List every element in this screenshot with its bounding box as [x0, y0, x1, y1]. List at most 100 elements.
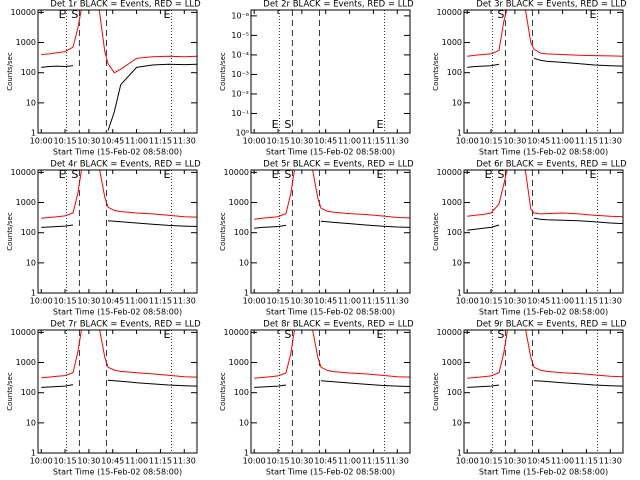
- y-tick-label: 1000: [442, 358, 462, 367]
- marker-label: E: [164, 8, 171, 21]
- y-axis-label: Counts/sec: [6, 212, 14, 251]
- y-axis-label: Counts/sec: [219, 212, 227, 251]
- y-tick-label: 1000: [442, 38, 462, 47]
- y-tick-label: 1000: [16, 38, 36, 47]
- y-tick-label: 1: [31, 289, 36, 298]
- series-line: [467, 380, 623, 388]
- marker-label: S: [497, 328, 504, 341]
- y-axis-label: Counts/sec: [219, 372, 227, 411]
- marker-label: E: [377, 118, 384, 131]
- panel-title: Det 4r BLACK = Events, RED = LLD: [50, 160, 201, 170]
- x-tick-label: 11:30: [599, 137, 622, 146]
- y-tick-label: 10: [452, 418, 462, 427]
- panel: Det 5r BLACK = Events, RED = LLD Start Ti…: [219, 160, 414, 317]
- y-tick-label: 10⁻⁶: [231, 11, 249, 20]
- y-tick-label: 10: [452, 258, 462, 267]
- series-line: [254, 380, 410, 388]
- y-tick-label: 100: [447, 388, 462, 397]
- y-tick-label: 1: [244, 449, 249, 458]
- x-tick-label: 11:15: [362, 457, 385, 466]
- x-axis-label: Start Time (15-Feb-02 08:58:00): [479, 468, 608, 477]
- x-tick-label: 10:45: [101, 137, 124, 146]
- x-tick-label: 11:30: [599, 297, 622, 306]
- panel: Det 6r BLACK = Events, RED = LLD Start Ti…: [432, 160, 627, 317]
- x-tick-label: 11:00: [551, 137, 574, 146]
- x-tick-label: 10:00: [30, 137, 53, 146]
- y-tick-label: 1000: [16, 358, 36, 367]
- x-tick-label: 10:15: [53, 457, 76, 466]
- y-tick-label: 10000: [437, 328, 462, 337]
- marker-label: E: [272, 118, 279, 131]
- panel-title: Det 1r BLACK = Events, RED = LLD: [50, 0, 201, 10]
- y-tick-label: 10000: [11, 168, 36, 177]
- panel-title: Det 9r BLACK = Events, RED = LLD: [476, 320, 627, 330]
- x-tick-label: 10:30: [290, 137, 313, 146]
- marker-label: E: [59, 168, 66, 181]
- panel: Det 7r BLACK = Events, RED = LLD Start Ti…: [6, 320, 201, 477]
- x-tick-label: 10:45: [314, 137, 337, 146]
- x-tick-label: 11:30: [386, 457, 409, 466]
- x-tick-label: 10:00: [243, 457, 266, 466]
- x-tick-label: 11:00: [125, 297, 148, 306]
- marker-label: E: [164, 328, 171, 341]
- y-axis-label: Counts/sec: [432, 372, 440, 411]
- x-tick-label: 11:30: [173, 137, 196, 146]
- series-line: [467, 10, 623, 57]
- y-axis-label: Counts/sec: [432, 52, 440, 91]
- y-tick-label: 1000: [16, 198, 36, 207]
- plot-frame: [463, 169, 624, 294]
- x-tick-label: 11:15: [575, 297, 598, 306]
- y-tick-label: 10000: [437, 168, 462, 177]
- plot-frame: [37, 9, 198, 134]
- x-tick-label: 10:00: [30, 457, 53, 466]
- panel-title: Det 3r BLACK = Events, RED = LLD: [476, 0, 627, 10]
- x-axis-label: Start Time (15-Feb-02 08:58:00): [479, 148, 608, 157]
- x-tick-label: 11:00: [551, 297, 574, 306]
- panel: Det 2r BLACK = Events, RED = LLD Start Ti…: [219, 0, 414, 157]
- x-tick-label: 10:15: [266, 137, 289, 146]
- series-line: [41, 10, 197, 74]
- x-tick-label: 10:15: [479, 137, 502, 146]
- x-tick-label: 10:30: [503, 457, 526, 466]
- marker-label: E: [377, 168, 384, 181]
- marker-label: S: [71, 168, 78, 181]
- series-line: [467, 57, 623, 68]
- x-tick-label: 11:00: [125, 457, 148, 466]
- x-tick-label: 10:00: [30, 297, 53, 306]
- x-tick-label: 11:30: [386, 137, 409, 146]
- y-axis-label: Counts/sec: [6, 372, 14, 411]
- x-tick-label: 11:00: [551, 457, 574, 466]
- plot-frame: [37, 169, 198, 294]
- x-tick-label: 10:00: [456, 457, 479, 466]
- x-tick-label: 10:30: [503, 137, 526, 146]
- y-tick-label: 1000: [229, 198, 249, 207]
- x-tick-label: 11:30: [173, 457, 196, 466]
- y-tick-label: 10000: [11, 328, 36, 337]
- x-tick-label: 11:30: [173, 297, 196, 306]
- series-line: [41, 170, 197, 219]
- x-tick-label: 11:15: [362, 137, 385, 146]
- x-tick-label: 10:00: [456, 297, 479, 306]
- y-tick-label: 10⁻⁴: [231, 50, 249, 59]
- x-tick-label: 10:45: [314, 457, 337, 466]
- x-tick-label: 10:30: [290, 297, 313, 306]
- plot-frame: [37, 329, 198, 454]
- y-tick-label: 10⁻³: [231, 70, 249, 79]
- y-tick-label: 1: [31, 129, 36, 138]
- x-axis-label: Start Time (15-Feb-02 08:58:00): [479, 308, 608, 317]
- x-tick-label: 10:15: [479, 457, 502, 466]
- panel-title: Det 5r BLACK = Events, RED = LLD: [263, 160, 414, 170]
- marker-label: S: [284, 168, 291, 181]
- y-tick-label: 10000: [224, 168, 249, 177]
- x-tick-label: 10:15: [266, 457, 289, 466]
- y-tick-label: 10: [239, 258, 249, 267]
- marker-label: E: [272, 168, 279, 181]
- x-tick-label: 11:00: [338, 457, 361, 466]
- series-line: [254, 330, 410, 379]
- panel-title: Det 2r BLACK = Events, RED = LLD: [263, 0, 414, 10]
- panel: Det 8r BLACK = Events, RED = LLD Start Ti…: [219, 320, 414, 477]
- marker-label: E: [164, 168, 171, 181]
- y-tick-label: 100: [21, 68, 36, 77]
- panel-title: Det 7r BLACK = Events, RED = LLD: [50, 320, 201, 330]
- x-tick-label: 10:30: [290, 457, 313, 466]
